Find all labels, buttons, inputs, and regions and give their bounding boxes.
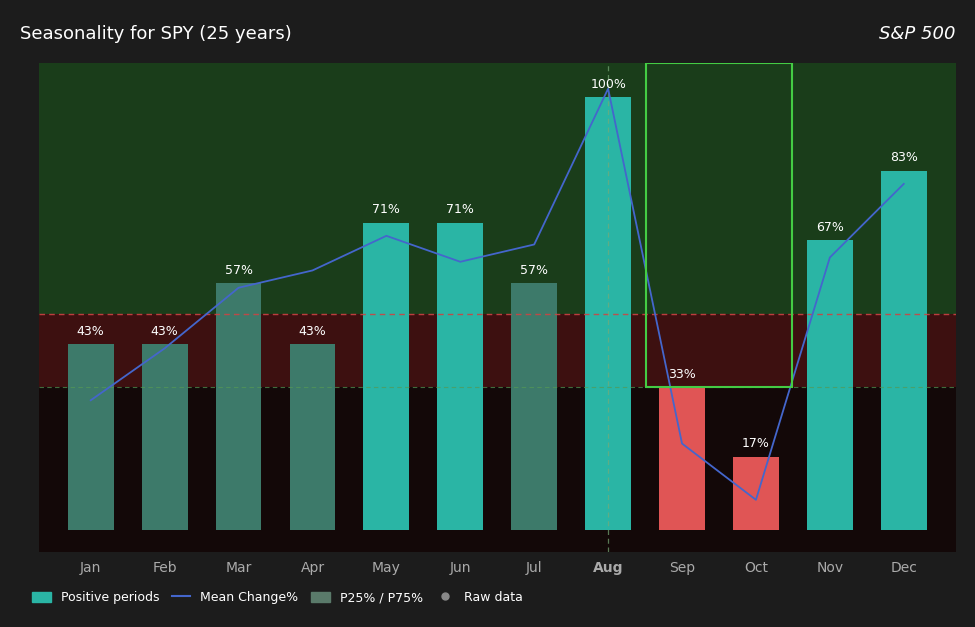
Text: Seasonality for SPY (25 years): Seasonality for SPY (25 years) — [20, 25, 292, 43]
Text: 57%: 57% — [224, 264, 253, 277]
Bar — [585, 97, 631, 530]
Text: 67%: 67% — [816, 221, 843, 234]
Legend: Positive periods, Mean Change%, P25% / P75%, Raw data: Positive periods, Mean Change%, P25% / P… — [27, 586, 528, 609]
Bar — [290, 344, 335, 530]
Bar — [141, 344, 187, 530]
Text: 83%: 83% — [890, 151, 917, 164]
Bar — [659, 387, 705, 530]
Text: 43%: 43% — [298, 325, 327, 337]
Bar — [39, 314, 956, 387]
Text: 17%: 17% — [742, 437, 770, 450]
Bar — [733, 456, 779, 530]
Text: 71%: 71% — [447, 203, 474, 216]
Text: 43%: 43% — [77, 325, 104, 337]
Text: 43%: 43% — [151, 325, 178, 337]
Bar — [880, 171, 926, 530]
Text: 33%: 33% — [668, 368, 696, 381]
Bar — [215, 283, 261, 530]
Text: 57%: 57% — [521, 264, 548, 277]
Bar — [364, 223, 410, 530]
Bar — [39, 63, 956, 314]
Bar — [68, 344, 114, 530]
Bar — [511, 283, 557, 530]
Text: 71%: 71% — [372, 203, 401, 216]
Bar — [39, 387, 956, 552]
Bar — [807, 240, 853, 530]
Bar — [645, 63, 792, 387]
Text: S&P 500: S&P 500 — [879, 25, 956, 43]
Bar — [438, 223, 484, 530]
Text: 100%: 100% — [590, 78, 626, 91]
